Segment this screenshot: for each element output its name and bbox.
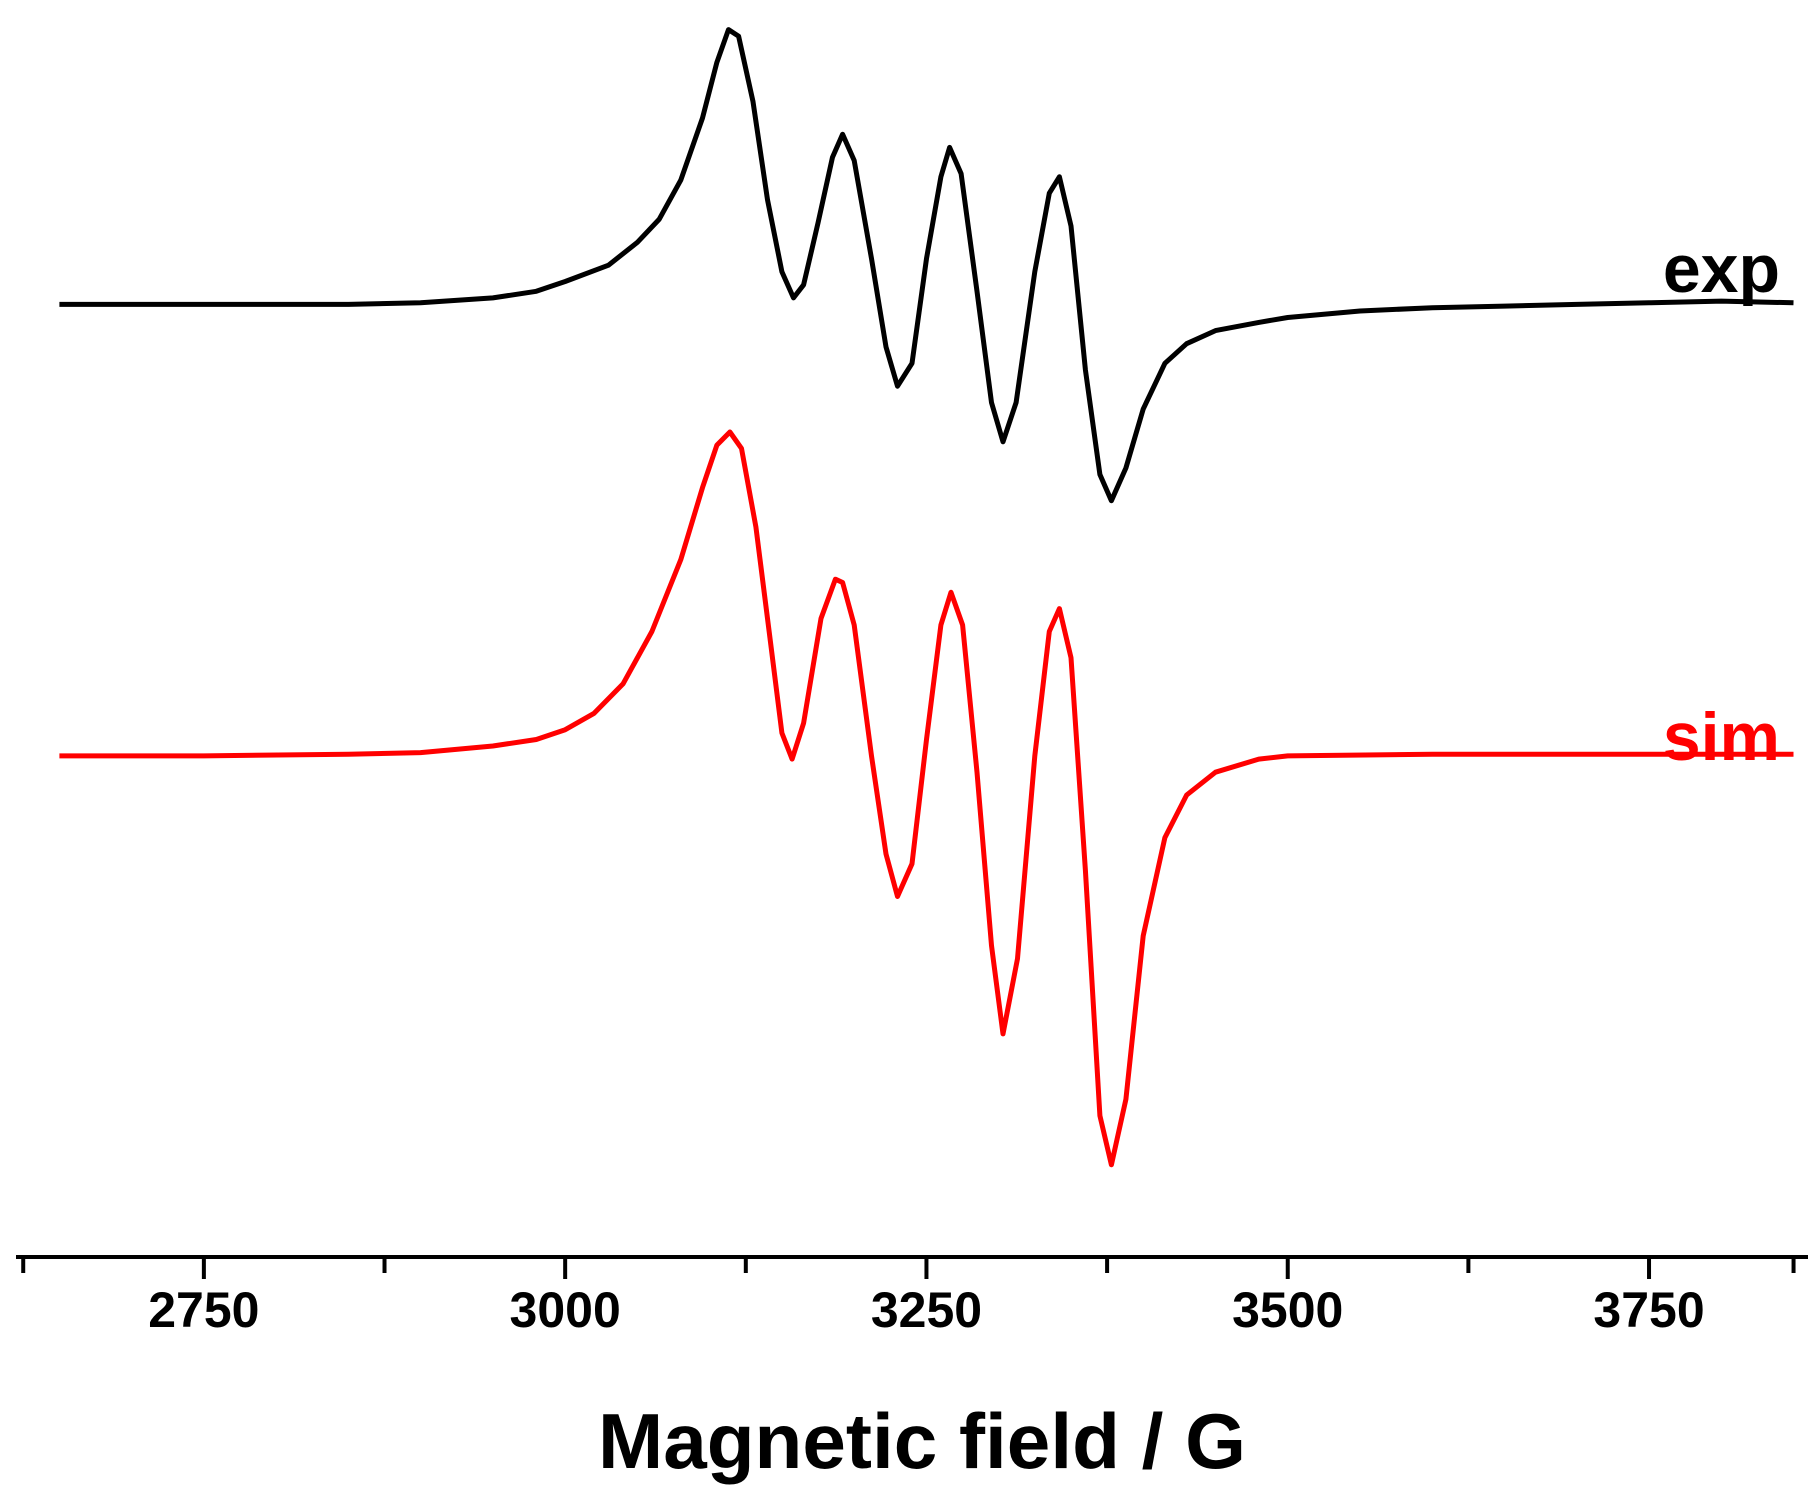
x-tick-label-3750: 3750 [1593, 1282, 1704, 1338]
series-sim-line [59, 429, 1794, 1168]
x-axis: 2750 3000 3250 3500 3750 [16, 1255, 1808, 1338]
x-tick-label-3250: 3250 [871, 1282, 982, 1338]
series-exp-line [59, 27, 1794, 504]
x-axis-title: Magnetic field / G [598, 1397, 1246, 1485]
x-tick-labels: 2750 3000 3250 3500 3750 [148, 1282, 1704, 1338]
plot-area [59, 27, 1794, 1168]
series-exp-label: exp [1663, 231, 1780, 307]
x-tick-label-3500: 3500 [1232, 1282, 1343, 1338]
x-tick-label-3000: 3000 [510, 1282, 621, 1338]
x-tick-label-2750: 2750 [148, 1282, 259, 1338]
series-sim-label: sim [1663, 699, 1780, 775]
x-ticks [21, 1257, 1796, 1279]
